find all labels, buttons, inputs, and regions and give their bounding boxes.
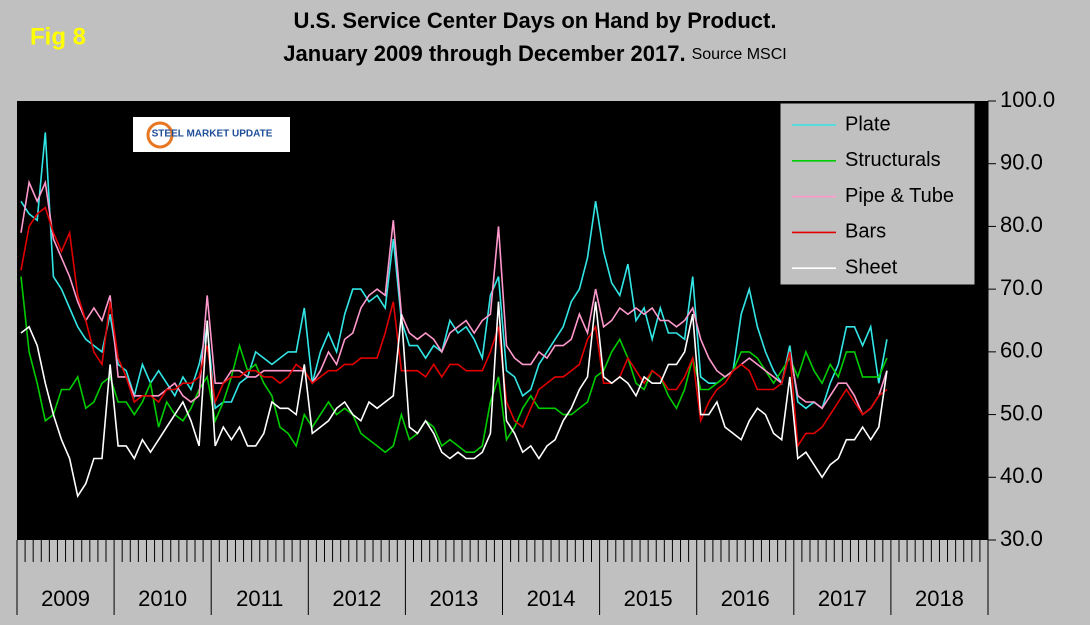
source: Source MSCI: [692, 46, 787, 63]
y-tick-label: 90.0: [1000, 150, 1043, 175]
marks: [20, 132, 888, 499]
y-tick-label: 50.0: [1000, 400, 1043, 425]
y-tick-label: 40.0: [1000, 463, 1043, 488]
chart-subtitle: January 2009 through December 2017. Sourc…: [283, 41, 786, 66]
legend-label: Plate: [845, 113, 891, 135]
x-tick-label: 2015: [624, 586, 673, 611]
y-tick-label: 70.0: [1000, 275, 1043, 300]
chart-title: U.S. Service Center Days on Hand by Prod…: [294, 8, 777, 33]
x-tick-label: 2011: [236, 586, 283, 611]
legend-label: Pipe & Tube: [845, 185, 954, 207]
y-tick-label: 60.0: [1000, 338, 1043, 363]
x-tick-label: 2013: [429, 586, 478, 611]
x-tick-label: 2009: [41, 586, 90, 611]
legend-label: Structurals: [845, 149, 941, 171]
x-tick-label: 2018: [915, 586, 964, 611]
logo-icon: [146, 121, 174, 149]
x-tick-label: 2017: [818, 586, 867, 611]
x-tick-label: 2012: [332, 586, 381, 611]
x-tick-label: 2014: [527, 586, 576, 611]
series-line: [20, 301, 888, 499]
legend-label: Sheet: [845, 256, 898, 278]
title-line: January 2009 through December 2017.: [283, 41, 685, 66]
x-tick-label: 2016: [721, 586, 770, 611]
y-tick-label: 80.0: [1000, 212, 1043, 237]
y-tick-label: 30.0: [1000, 526, 1043, 551]
logo: STEEL MARKET UPDATE: [152, 129, 273, 140]
legend-box: [779, 102, 976, 286]
legend-label: Bars: [845, 221, 886, 243]
series-line: [20, 132, 888, 410]
x-tick-label: 2010: [138, 586, 187, 611]
y-tick-label: 100.0: [1000, 87, 1055, 112]
series-line: [20, 206, 888, 449]
series-line: [20, 276, 888, 454]
figure-label: Fig 8: [30, 23, 86, 50]
